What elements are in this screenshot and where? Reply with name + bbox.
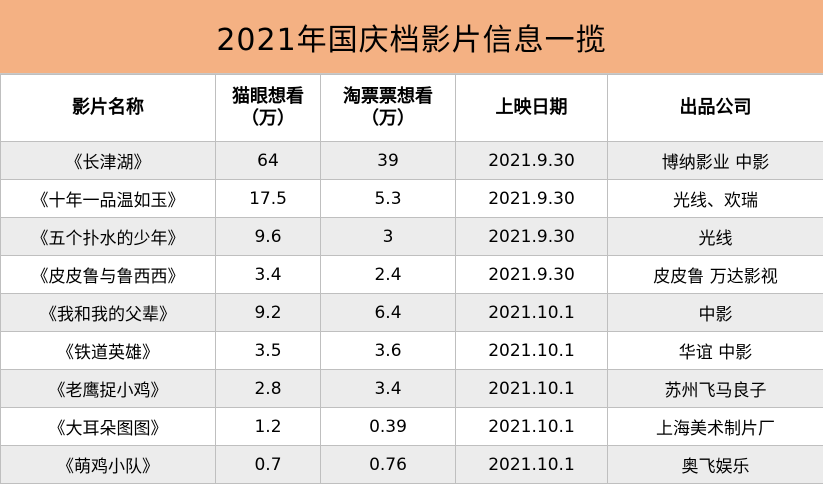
cell-company: 中影	[608, 294, 823, 332]
cell-company: 光线、欢瑞	[608, 180, 823, 218]
cell-film-name: 《萌鸡小队》	[1, 446, 216, 484]
cell-taopiao-want: 39	[321, 142, 456, 180]
cell-company: 奥飞娱乐	[608, 446, 823, 484]
header-maoyan-line1: 猫眼想看	[216, 86, 320, 108]
cell-release-date: 2021.10.1	[456, 408, 608, 446]
cell-company: 苏州飞马良子	[608, 370, 823, 408]
cell-company: 上海美术制片厂	[608, 408, 823, 446]
cell-company: 光线	[608, 218, 823, 256]
cell-taopiao-want: 2.4	[321, 256, 456, 294]
cell-maoyan-want: 9.6	[216, 218, 321, 256]
cell-taopiao-want: 5.3	[321, 180, 456, 218]
header-taopiao-line1: 淘票票想看	[321, 86, 455, 108]
header-name: 影片名称	[1, 75, 216, 142]
header-taopiao-line2: （万）	[321, 108, 455, 130]
cell-film-name: 《十年一品温如玉》	[1, 180, 216, 218]
cell-maoyan-want: 17.5	[216, 180, 321, 218]
cell-release-date: 2021.9.30	[456, 256, 608, 294]
cell-film-name: 《皮皮鲁与鲁西西》	[1, 256, 216, 294]
cell-film-name: 《铁道英雄》	[1, 332, 216, 370]
cell-release-date: 2021.10.1	[456, 332, 608, 370]
table-header-row: 影片名称 猫眼想看 （万） 淘票票想看 （万） 上映日期 出品公司	[1, 75, 823, 142]
cell-film-name: 《长津湖》	[1, 142, 216, 180]
header-taopiao: 淘票票想看 （万）	[321, 75, 456, 142]
cell-release-date: 2021.10.1	[456, 370, 608, 408]
header-company: 出品公司	[608, 75, 823, 142]
cell-maoyan-want: 3.5	[216, 332, 321, 370]
cell-taopiao-want: 6.4	[321, 294, 456, 332]
cell-company: 皮皮鲁 万达影视	[608, 256, 823, 294]
cell-company: 博纳影业 中影	[608, 142, 823, 180]
header-maoyan-line2: （万）	[216, 108, 320, 130]
cell-release-date: 2021.10.1	[456, 294, 608, 332]
cell-maoyan-want: 3.4	[216, 256, 321, 294]
cell-taopiao-want: 0.76	[321, 446, 456, 484]
cell-film-name: 《我和我的父辈》	[1, 294, 216, 332]
header-date: 上映日期	[456, 75, 608, 142]
movie-table: 影片名称 猫眼想看 （万） 淘票票想看 （万） 上映日期 出品公司 《长津湖》6…	[0, 74, 823, 484]
cell-taopiao-want: 3.6	[321, 332, 456, 370]
cell-release-date: 2021.9.30	[456, 142, 608, 180]
header-maoyan: 猫眼想看 （万）	[216, 75, 321, 142]
cell-film-name: 《五个扑水的少年》	[1, 218, 216, 256]
cell-maoyan-want: 64	[216, 142, 321, 180]
cell-maoyan-want: 1.2	[216, 408, 321, 446]
cell-release-date: 2021.9.30	[456, 180, 608, 218]
cell-film-name: 《老鹰捉小鸡》	[1, 370, 216, 408]
cell-release-date: 2021.9.30	[456, 218, 608, 256]
cell-maoyan-want: 0.7	[216, 446, 321, 484]
cell-taopiao-want: 3.4	[321, 370, 456, 408]
cell-maoyan-want: 2.8	[216, 370, 321, 408]
cell-company: 华谊 中影	[608, 332, 823, 370]
cell-taopiao-want: 0.39	[321, 408, 456, 446]
cell-taopiao-want: 3	[321, 218, 456, 256]
cell-film-name: 《大耳朵图图》	[1, 408, 216, 446]
cell-maoyan-want: 9.2	[216, 294, 321, 332]
page-title: 2021年国庆档影片信息一揽	[0, 0, 823, 74]
cell-release-date: 2021.10.1	[456, 446, 608, 484]
